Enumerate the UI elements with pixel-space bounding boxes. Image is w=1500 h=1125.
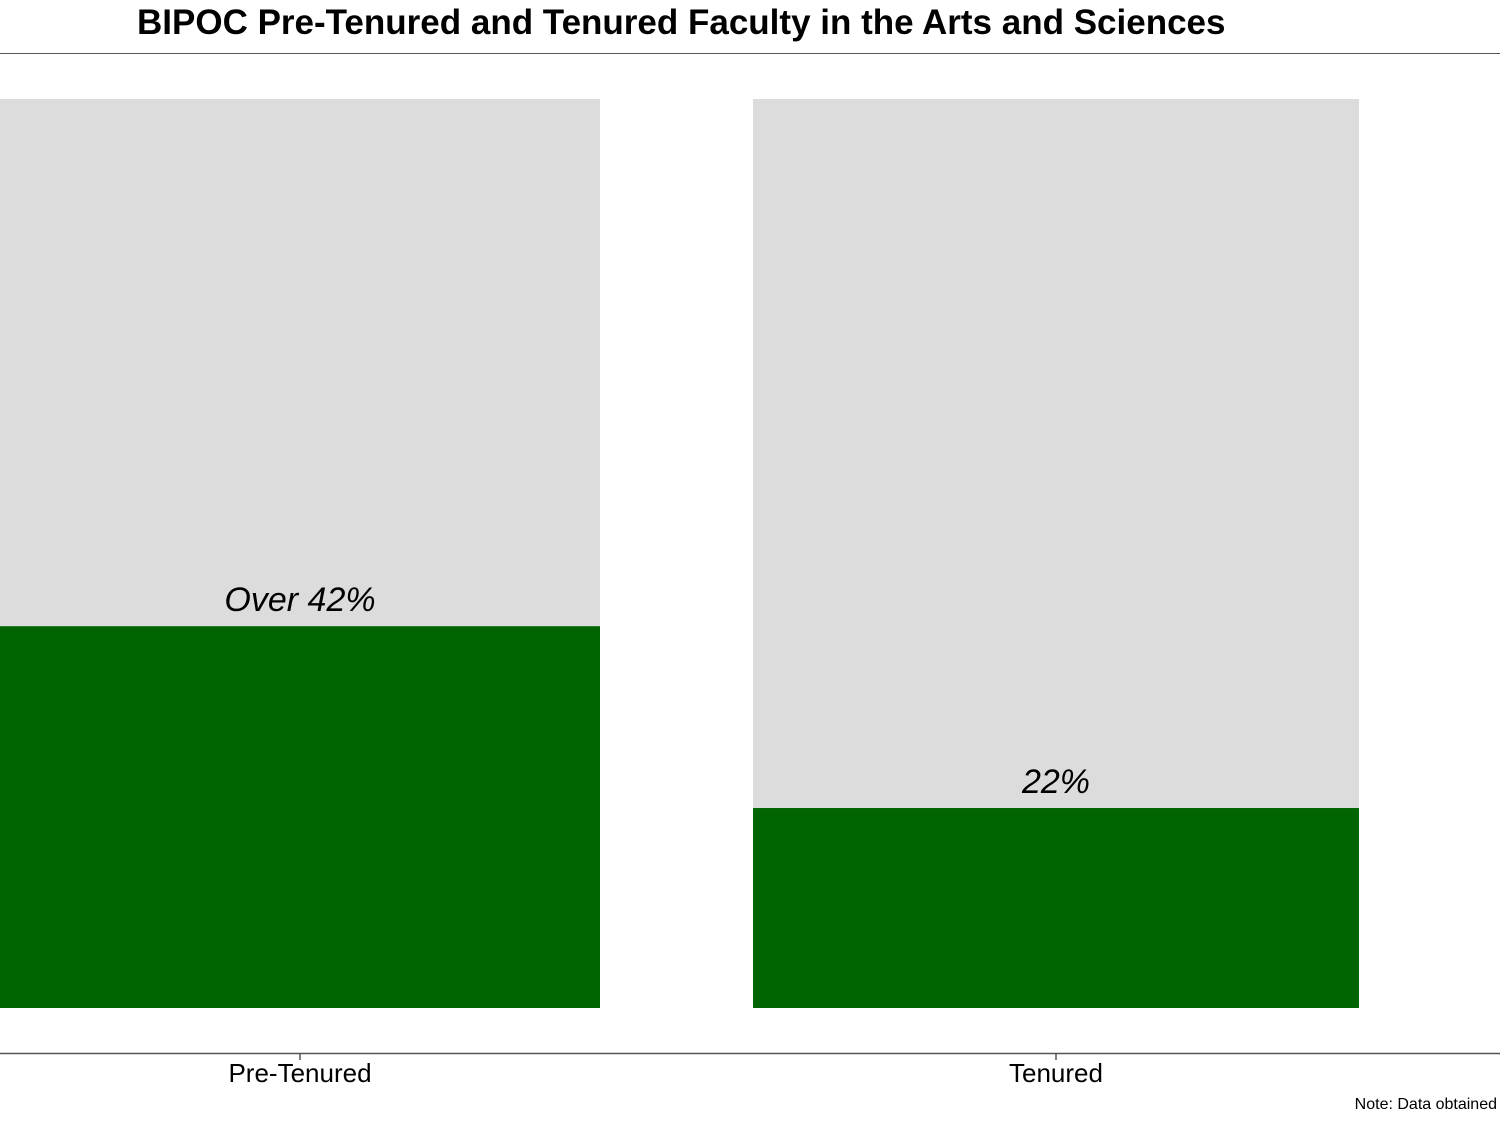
tick-label-tenured: Tenured	[1009, 1058, 1103, 1088]
bar-tenured	[753, 808, 1359, 1008]
tick-label-pre-tenured: Pre-Tenured	[228, 1058, 371, 1088]
footnote: Note: Data obtained	[1354, 1096, 1497, 1113]
x-axis-ticks: Pre-Tenured Tenured	[228, 1053, 1103, 1088]
chart-title: BIPOC Pre-Tenured and Tenured Faculty in…	[137, 3, 1226, 42]
title-divider	[0, 53, 1500, 54]
bars-layer: Over 42% 22%	[0, 99, 1359, 1008]
data-label-tenured: 22%	[1021, 763, 1090, 801]
data-label-pre-tenured: Over 42%	[224, 581, 375, 619]
bar-pre-tenured	[0, 626, 600, 1008]
